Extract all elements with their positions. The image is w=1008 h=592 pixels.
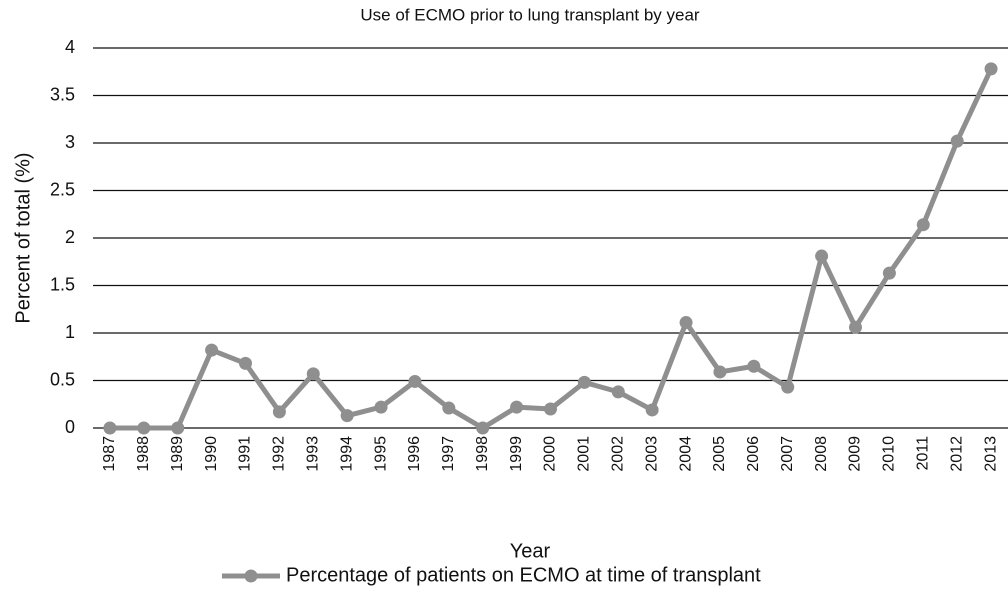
data-point [205, 343, 219, 357]
x-tick-label: 1994 [338, 436, 355, 472]
x-tick-label: 1996 [406, 436, 423, 472]
x-tick-label: 2011 [914, 436, 931, 471]
data-point [171, 421, 185, 435]
data-point [679, 316, 693, 330]
y-tick-label: 2 [65, 227, 75, 247]
data-point [713, 365, 727, 379]
data-point [510, 400, 524, 414]
data-point [645, 403, 659, 417]
x-tick-label: 2002 [609, 436, 626, 472]
x-tick-label: 1989 [169, 436, 186, 472]
x-tick-label: 1997 [440, 436, 457, 472]
x-tick-label: 2005 [711, 436, 728, 472]
legend-label: Percentage of patients on ECMO at time o… [286, 564, 761, 586]
x-tick-label: 2009 [847, 436, 864, 472]
x-tick-label: 2000 [542, 436, 559, 472]
x-tick-label: 1992 [271, 436, 288, 472]
data-point [340, 409, 354, 423]
x-tick-label: 2004 [677, 436, 694, 472]
x-tick-label: 2012 [948, 436, 965, 472]
data-point [916, 218, 930, 232]
x-tick-label: 1990 [203, 436, 220, 472]
data-point [408, 374, 422, 388]
data-point [747, 359, 761, 373]
data-point [849, 320, 862, 334]
y-tick-label: 1 [65, 322, 75, 342]
y-tick-label: 0 [65, 417, 75, 437]
data-point [272, 405, 286, 419]
x-tick-label: 2003 [643, 436, 660, 472]
data-line [109, 67, 994, 431]
data-point [984, 62, 998, 76]
y-tick-label: 1.5 [50, 274, 75, 294]
y-axis-title: Percent of total (%) [12, 152, 34, 323]
y-tick-label: 3.5 [50, 84, 75, 104]
data-point [544, 402, 557, 416]
x-tick-label: 1998 [474, 436, 491, 472]
data-point [137, 421, 151, 435]
x-tick-label: 2007 [779, 436, 796, 472]
data-point [103, 421, 117, 435]
x-tick-label: 1991 [237, 436, 254, 472]
data-point [239, 356, 252, 370]
x-tick-label: 1999 [508, 436, 525, 472]
x-tick-label: 1995 [372, 436, 389, 472]
x-tick-label: 2006 [745, 436, 762, 472]
y-tick-label: 0.5 [50, 369, 75, 389]
x-tick-label: 1988 [135, 436, 152, 472]
data-point [306, 367, 320, 381]
x-axis-title: Year [510, 540, 551, 562]
data-point [442, 401, 456, 415]
y-tick-label: 4 [65, 37, 75, 57]
data-point [577, 375, 591, 389]
data-point [374, 400, 388, 414]
legend-marker [244, 569, 258, 583]
x-tick-label: 2013 [982, 436, 999, 472]
y-tick-label: 2.5 [50, 179, 75, 199]
data-point [950, 134, 964, 148]
data-point [815, 249, 829, 263]
x-tick-label: 2010 [881, 436, 898, 472]
x-tick-label: 1987 [101, 436, 118, 472]
y-tick-label: 3 [65, 132, 75, 152]
x-tick-label: 2001 [576, 436, 593, 472]
x-tick-label: 1993 [304, 436, 321, 472]
data-point [476, 421, 490, 435]
x-tick-label: 2008 [813, 436, 830, 472]
data-point [882, 266, 896, 280]
data-point [611, 385, 625, 399]
chart-title: Use of ECMO prior to lung transplant by … [360, 5, 700, 24]
data-point [781, 380, 795, 394]
